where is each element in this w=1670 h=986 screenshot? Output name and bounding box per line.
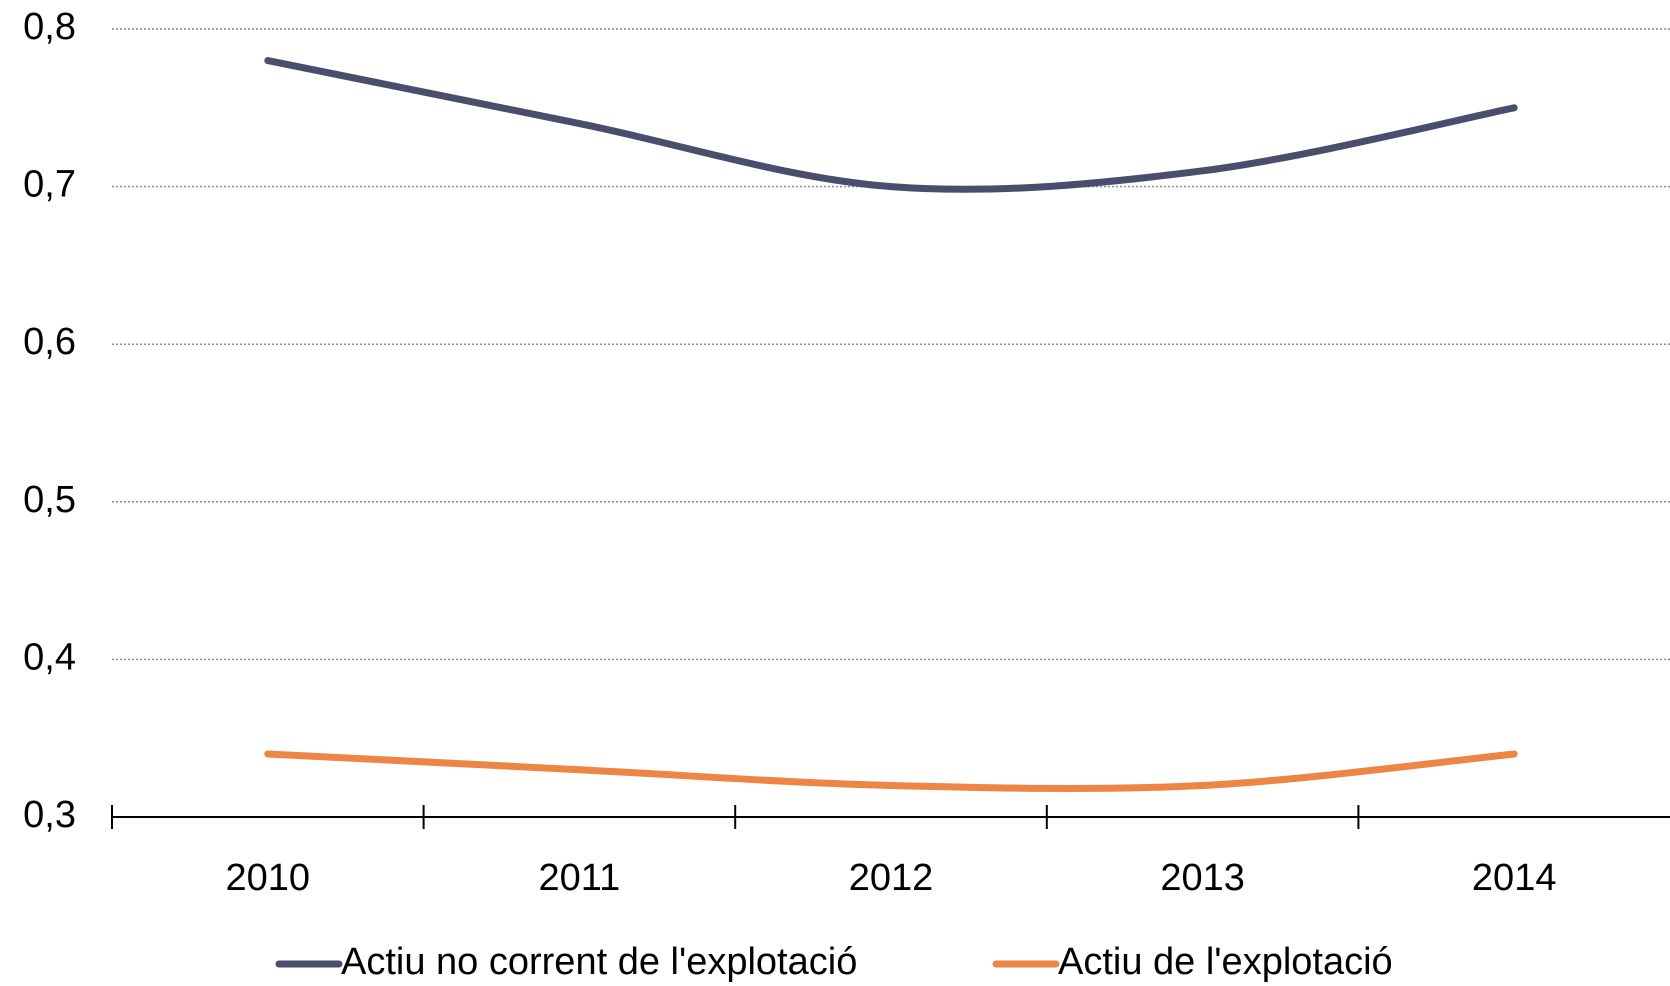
y-tick-label: 0,3 [23, 794, 76, 836]
series-line [264, 750, 1518, 793]
series-line [264, 57, 1518, 193]
legend-label: Actiu no corrent de l'explotació [341, 941, 857, 983]
x-tick-label: 2010 [226, 857, 311, 899]
x-tick-label: 2014 [1472, 857, 1557, 899]
x-tick-label: 2011 [539, 857, 621, 899]
legend-label: Actiu de l'explotació [1058, 941, 1393, 983]
x-tick-label: 2012 [849, 857, 934, 899]
y-tick-label: 0,6 [23, 321, 76, 363]
x-tick-label: 2013 [1160, 857, 1245, 899]
y-tick-label: 0,5 [23, 479, 76, 521]
y-tick-label: 0,4 [23, 636, 76, 678]
y-tick-label: 0,7 [23, 164, 76, 206]
y-tick-label: 0,8 [23, 6, 76, 48]
